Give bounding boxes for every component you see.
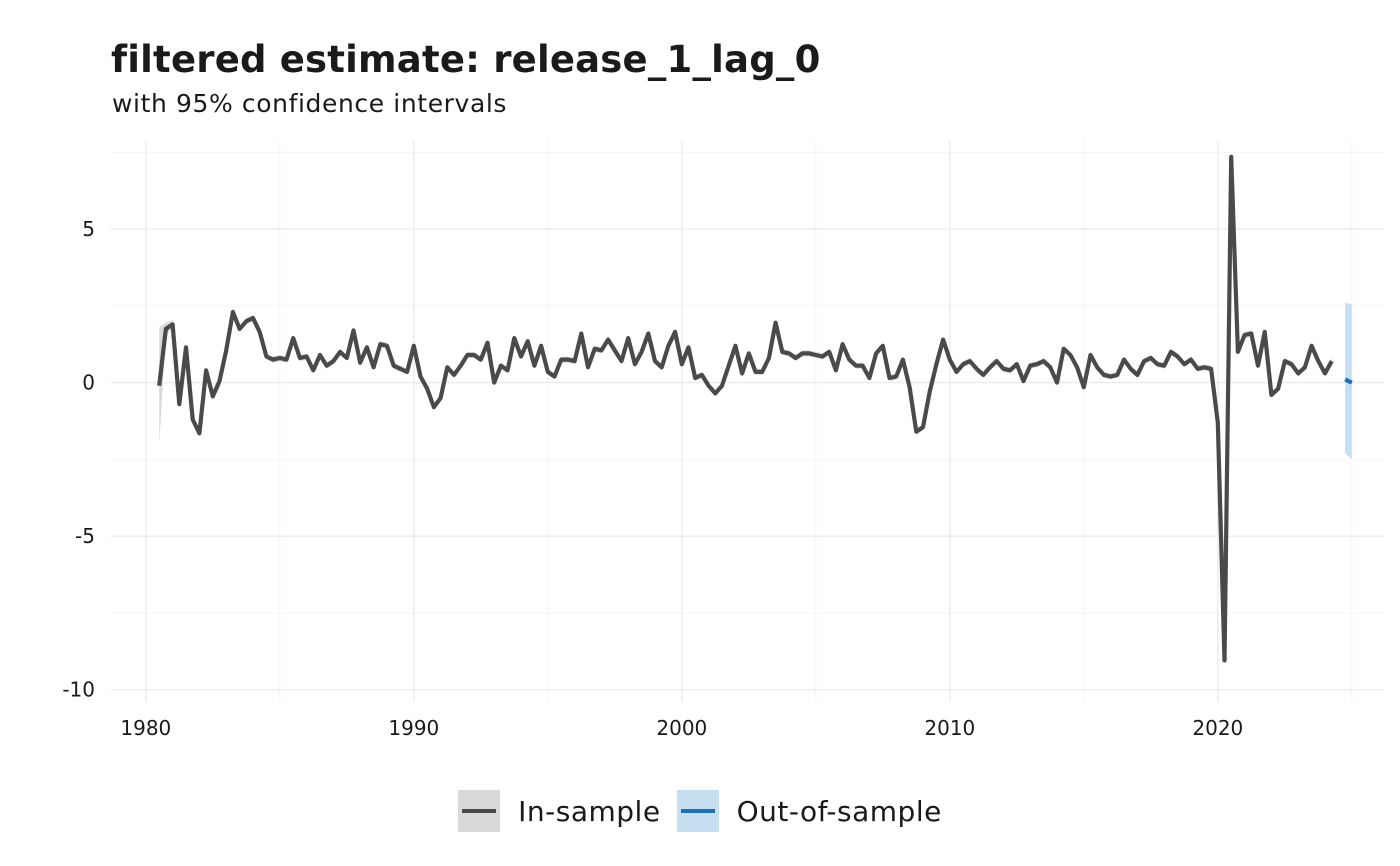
- y-tick-label: 5: [82, 217, 95, 241]
- y-tick-label: 0: [82, 371, 95, 395]
- y-tick-label: -10: [62, 678, 95, 702]
- x-tick-label: 2010: [924, 716, 975, 740]
- legend-item-in-sample[interactable]: In-sample: [458, 790, 660, 832]
- grid-major-lines: [111, 140, 1384, 702]
- x-tick-label: 2000: [656, 716, 707, 740]
- in-sample-band: [159, 153, 1332, 664]
- chart-subtitle: with 95% confidence intervals: [112, 89, 508, 118]
- chart-title: filtered estimate: release_1_lag_0: [111, 38, 821, 81]
- legend-key-out-of-sample: [676, 790, 719, 832]
- grid-minor-lines: [111, 140, 1384, 702]
- x-tick-label: 1990: [388, 716, 439, 740]
- x-axis-ticks: 1980 1990 2000 2010 2020: [120, 716, 1243, 740]
- confidence-bands: [159, 153, 1352, 664]
- x-tick-label: 1980: [120, 716, 171, 740]
- x-tick-label: 2020: [1192, 716, 1243, 740]
- legend-label-in-sample: In-sample: [518, 794, 661, 828]
- legend: In-sample Out-of-sample: [0, 786, 1400, 836]
- legend-item-out-of-sample[interactable]: Out-of-sample: [676, 790, 942, 832]
- legend-key-in-sample: [458, 790, 501, 832]
- legend-label-out-of-sample: Out-of-sample: [736, 794, 942, 828]
- y-tick-label: -5: [75, 524, 95, 548]
- series-lines: [157, 154, 1353, 663]
- y-axis-ticks: 5 0 -5 -10: [62, 217, 95, 702]
- out-of-sample-line: [1344, 377, 1353, 385]
- in-sample-line: [157, 154, 1334, 663]
